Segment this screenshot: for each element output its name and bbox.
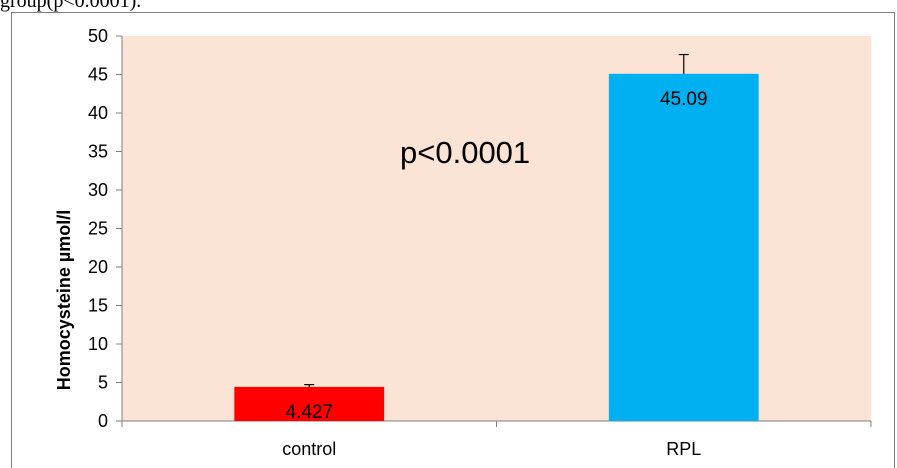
y-tick-label: 15 (88, 296, 108, 316)
category-label: control (282, 439, 336, 459)
data-label: 45.09 (660, 89, 708, 110)
y-tick-label: 40 (88, 103, 108, 123)
bar-control (234, 386, 385, 421)
y-tick-label: 25 (88, 219, 108, 239)
data-label: 4.427 (285, 402, 333, 423)
p-value-annotation: p<0.0001 (400, 135, 530, 170)
x-axis-categories: control RPL (282, 439, 701, 459)
category-label: RPL (666, 439, 701, 459)
y-axis-ticks: 0 5 10 15 20 25 30 35 40 45 50 (88, 26, 122, 431)
bars: 4.427 45.09 (234, 53, 759, 423)
y-tick-label: 45 (88, 65, 108, 85)
y-tick-label: 20 (88, 257, 108, 277)
y-tick-label: 30 (88, 180, 108, 200)
y-axis-label: Homocysteine µmol/l (54, 210, 74, 390)
y-tick-label: 5 (98, 373, 108, 393)
y-tick-label: 0 (98, 411, 108, 431)
y-tick-label: 35 (88, 142, 108, 162)
y-tick-label: 10 (88, 334, 108, 354)
plot-area (122, 36, 871, 421)
y-tick-label: 50 (88, 26, 108, 46)
bar-rpl (608, 73, 759, 421)
figure-caption: group(p<0.0001). (0, 0, 142, 12)
